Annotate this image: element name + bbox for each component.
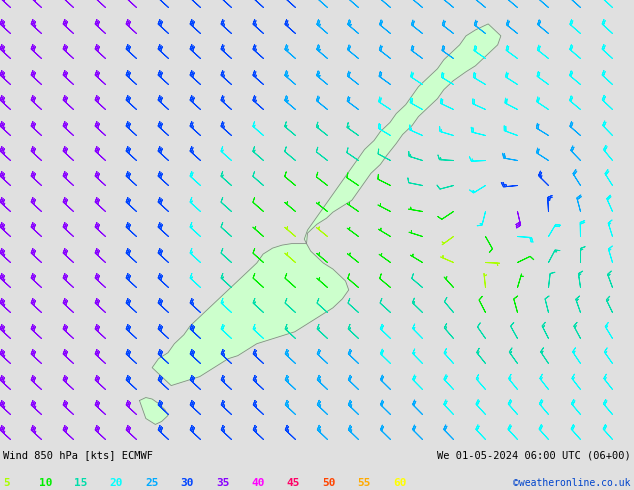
Polygon shape (152, 244, 349, 386)
Text: 10: 10 (39, 478, 52, 488)
Text: 40: 40 (251, 478, 265, 488)
Text: 35: 35 (216, 478, 230, 488)
Text: 45: 45 (287, 478, 301, 488)
Text: 25: 25 (145, 478, 158, 488)
Text: 15: 15 (74, 478, 87, 488)
Text: Wind 850 hPa [kts] ECMWF: Wind 850 hPa [kts] ECMWF (3, 450, 153, 461)
Text: 60: 60 (393, 478, 406, 488)
Polygon shape (139, 397, 168, 424)
Text: ©weatheronline.co.uk: ©weatheronline.co.uk (514, 478, 631, 488)
Text: We 01-05-2024 06:00 UTC (06+00): We 01-05-2024 06:00 UTC (06+00) (437, 450, 631, 461)
Text: 5: 5 (3, 478, 10, 488)
Text: 30: 30 (181, 478, 194, 488)
Text: 50: 50 (322, 478, 335, 488)
Text: 55: 55 (358, 478, 371, 488)
Text: 20: 20 (110, 478, 123, 488)
Polygon shape (304, 24, 501, 244)
